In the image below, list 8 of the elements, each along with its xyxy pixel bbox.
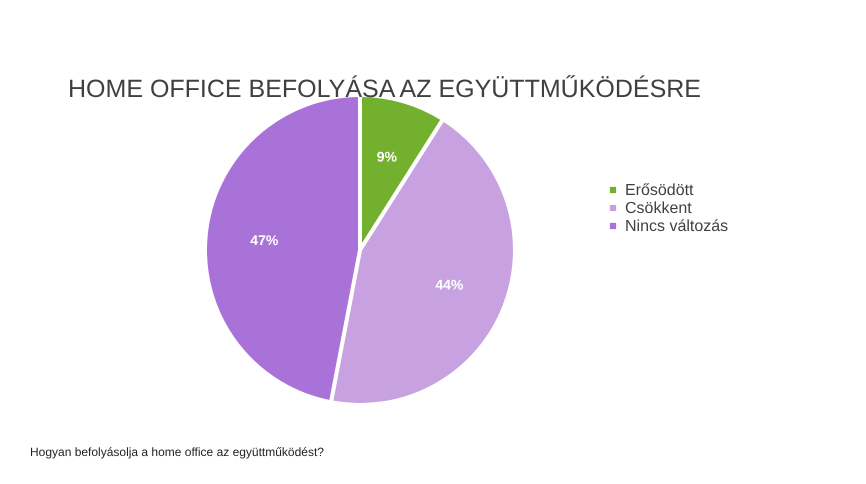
data-label: 44%	[435, 276, 464, 292]
legend-label: Csökkent	[625, 200, 692, 217]
chart-title: HOME OFFICE BEFOLYÁSA AZ EGYÜTTMŰKÖDÉSRE	[68, 75, 701, 103]
legend-label: Nincs változás	[625, 218, 728, 235]
data-label: 9%	[376, 148, 398, 165]
data-label: 47%	[250, 232, 279, 248]
text: Hogyan befolyásolja a home office az együttműködést?	[30, 445, 324, 459]
legend-label: Erősödött	[625, 182, 694, 199]
